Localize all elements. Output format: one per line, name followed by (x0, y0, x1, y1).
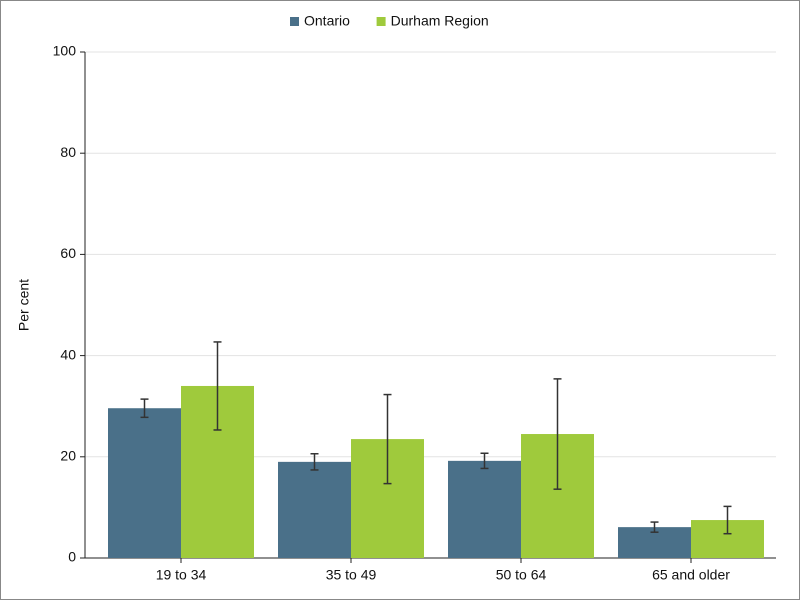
bar (448, 460, 521, 558)
error-bar (553, 378, 562, 490)
error-bar (480, 452, 489, 470)
error-bar (723, 505, 732, 535)
error-bar (650, 521, 659, 533)
legend-swatch (290, 17, 299, 26)
legend-label: Durham Region (391, 13, 489, 29)
bar (108, 408, 181, 558)
y-tick-label: 20 (60, 448, 76, 464)
x-tick-label: 50 to 64 (496, 567, 547, 583)
error-bar (383, 393, 392, 485)
y-tick-label: 40 (60, 346, 76, 362)
y-tick-label: 0 (68, 549, 76, 565)
error-bar (140, 398, 149, 419)
y-tick-label: 60 (60, 245, 76, 261)
x-tick-label: 35 to 49 (326, 567, 377, 583)
bar (278, 461, 351, 558)
y-tick-label: 80 (60, 144, 76, 160)
error-bar (310, 453, 319, 471)
y-axis-label: Per cent (16, 279, 32, 331)
x-tick-label: 19 to 34 (156, 567, 207, 583)
y-tick-label: 100 (53, 43, 77, 59)
legend-label: Ontario (304, 13, 350, 29)
error-bar (213, 341, 222, 431)
legend-swatch (376, 17, 386, 26)
x-tick-label: 65 and older (652, 567, 730, 583)
